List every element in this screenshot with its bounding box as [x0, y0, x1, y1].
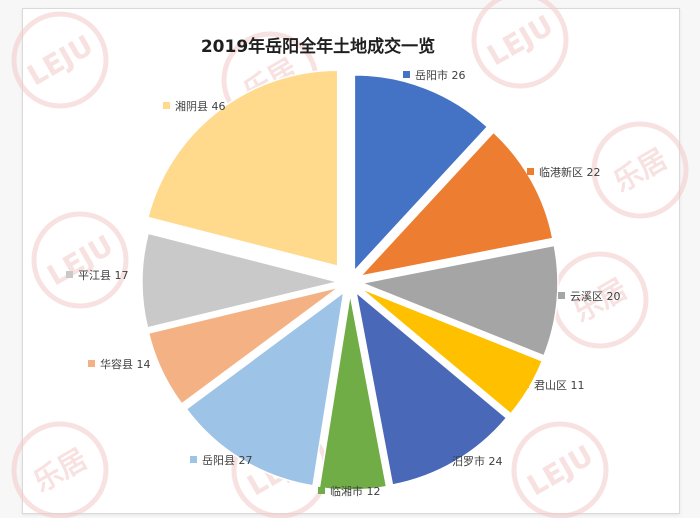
slice-label-text: 临湘市 12	[330, 484, 381, 498]
pie-slices	[141, 69, 559, 491]
slice-label-text: 君山区 11	[534, 379, 585, 392]
pie-slice	[358, 131, 554, 278]
slice-label: 平江县 17	[66, 269, 129, 282]
legend-swatch	[88, 360, 95, 367]
slice-label-text: 平江县 17	[78, 269, 129, 282]
legend-swatch	[403, 71, 410, 78]
slice-label-text: 云溪区 20	[570, 290, 621, 303]
svg-text:乐居: 乐居	[608, 142, 673, 199]
pie-slice	[353, 74, 489, 273]
legend-swatch	[66, 271, 73, 278]
slice-label: 君山区 11	[522, 379, 585, 392]
legend-swatch	[527, 168, 534, 175]
legend-swatch	[522, 381, 529, 388]
pie-slice	[141, 232, 339, 329]
pie-slice	[359, 287, 544, 415]
pie-slice	[185, 290, 345, 487]
slice-label-text: 华容县 14	[100, 357, 151, 371]
watermark-mark: 乐居	[11, 421, 109, 518]
watermark-mark: LEJU	[11, 11, 109, 109]
slice-label: 湘阴县 46	[163, 99, 226, 113]
pie-slice	[147, 286, 340, 405]
svg-text:乐居: 乐居	[28, 442, 93, 499]
watermark-mark: LEJU	[511, 421, 609, 518]
legend-swatch	[440, 457, 447, 464]
pie-labels: 岳阳市 26 临港新区 22 云溪区 20 君山区 11 汨罗市 24 临湘市 12 岳阳县…	[66, 68, 621, 498]
legend-swatch	[558, 292, 565, 299]
slice-label-text: 汨罗市 24	[452, 454, 503, 468]
slice-label: 汨罗市 24	[440, 454, 503, 468]
slice-label-text: 临港新区 22	[539, 165, 601, 179]
legend-swatch	[190, 456, 197, 463]
slice-label: 云溪区 20	[558, 290, 621, 303]
svg-text:LEJU: LEJU	[42, 229, 119, 293]
slice-label: 岳阳市 26	[403, 68, 466, 82]
pie-slice	[354, 290, 508, 486]
slice-label-text: 岳阳市 26	[415, 68, 466, 82]
slice-label-text: 湘阴县 46	[175, 99, 226, 113]
slice-label: 岳阳县 27	[190, 454, 253, 467]
slice-label: 华容县 14	[88, 357, 151, 371]
slice-label: 临湘市 12	[318, 484, 381, 498]
legend-swatch	[318, 487, 325, 494]
slice-label: 临港新区 22	[527, 165, 601, 179]
watermark-mark: LEJU	[471, 0, 569, 89]
svg-text:LEJU: LEJU	[482, 9, 559, 73]
chart-title: 2019年岳阳全年土地成交一览	[201, 36, 435, 57]
svg-text:LEJU: LEJU	[22, 29, 99, 93]
pie-slice	[359, 244, 559, 357]
watermark-mark: LEJU	[31, 211, 129, 309]
svg-text:LEJU: LEJU	[522, 439, 599, 503]
legend-swatch	[163, 102, 170, 109]
slice-label-text: 岳阳县 27	[202, 454, 253, 467]
pie-slice	[146, 69, 339, 268]
